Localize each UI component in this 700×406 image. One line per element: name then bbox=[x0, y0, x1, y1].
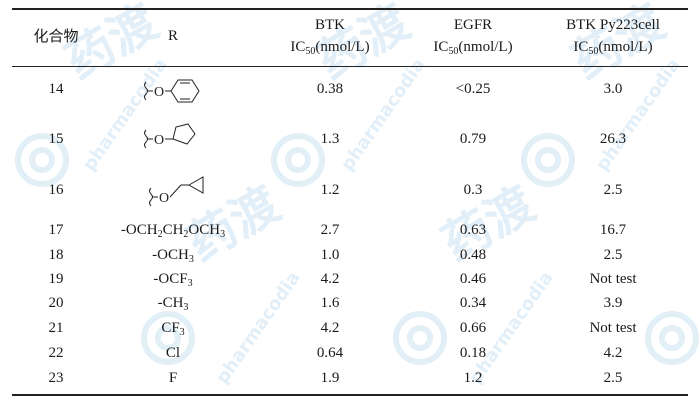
compound-id: 20 bbox=[48, 295, 64, 311]
egfr-value: 0.79 bbox=[459, 131, 487, 147]
btk-value: 1.3 bbox=[320, 131, 340, 147]
r-group: Cl bbox=[165, 345, 181, 361]
cell-value: 3.0 bbox=[603, 81, 623, 97]
r-group: -CH3 bbox=[157, 295, 189, 313]
egfr-value: 0.34 bbox=[459, 295, 487, 311]
compound-id: 22 bbox=[48, 345, 64, 361]
header-egfr: EGFR bbox=[453, 17, 493, 33]
compound-id: 16 bbox=[48, 182, 64, 198]
egfr-value: 0.18 bbox=[459, 345, 487, 361]
r-group: CF3 bbox=[161, 320, 185, 338]
header-btk-unit: IC50(nmol/L) bbox=[290, 39, 370, 57]
watermark-text: pharmacodia bbox=[212, 268, 305, 388]
btk-value: 1.0 bbox=[320, 247, 340, 263]
egfr-value: 0.3 bbox=[463, 182, 483, 198]
table-bottom-rule bbox=[12, 394, 688, 396]
btk-value: 1.6 bbox=[320, 295, 340, 311]
btk-value: 0.64 bbox=[316, 345, 344, 361]
btk-value: 1.2 bbox=[320, 182, 340, 198]
svg-text:O: O bbox=[159, 191, 169, 206]
compound-id: 14 bbox=[48, 81, 64, 97]
r-group: -OCH3 bbox=[152, 247, 194, 265]
compound-id: 21 bbox=[48, 320, 64, 336]
phenoxy-structure-icon: O bbox=[144, 79, 200, 103]
egfr-value: 0.46 bbox=[459, 271, 487, 287]
header-egfr-unit: IC50(nmol/L) bbox=[433, 39, 513, 57]
table-top-rule bbox=[12, 8, 688, 10]
btk-value: 2.7 bbox=[320, 222, 340, 238]
cell-value: 3.9 bbox=[603, 295, 623, 311]
btk-value: 0.38 bbox=[316, 81, 344, 97]
header-btk-cell: BTK Py223cell bbox=[566, 17, 660, 33]
btk-value: 1.9 bbox=[320, 370, 340, 386]
egfr-value: 0.48 bbox=[459, 247, 487, 263]
cell-value: 4.2 bbox=[603, 345, 623, 361]
cyclopropylmethoxy-structure-icon: O bbox=[149, 176, 204, 207]
watermark-text: pharmacodia bbox=[592, 55, 685, 175]
r-group: -OCH2CH2OCH3 bbox=[120, 222, 226, 240]
r-group: -OCF3 bbox=[153, 271, 193, 289]
header-btk-cell-unit: IC50(nmol/L) bbox=[573, 39, 653, 57]
compound-id: 15 bbox=[48, 131, 64, 147]
compound-id: 17 bbox=[48, 222, 64, 238]
btk-value: 4.2 bbox=[320, 320, 340, 336]
r-group: F bbox=[168, 370, 178, 386]
cell-value: Not test bbox=[589, 271, 637, 287]
cell-value: 26.3 bbox=[599, 131, 627, 147]
header-compound: 化合物 bbox=[33, 27, 79, 45]
cell-value: Not test bbox=[589, 320, 637, 336]
compound-id: 23 bbox=[48, 370, 64, 386]
watermark-char: 药渡 bbox=[433, 176, 544, 273]
egfr-value: 1.2 bbox=[463, 370, 483, 386]
table-header-rule bbox=[12, 66, 688, 67]
header-btk: BTK bbox=[315, 17, 345, 33]
btk-value: 4.2 bbox=[320, 271, 340, 287]
egfr-value: 0.63 bbox=[459, 222, 487, 238]
cell-value: 2.5 bbox=[603, 182, 623, 198]
cell-value: 2.5 bbox=[603, 370, 623, 386]
tetrahydrofuranyloxy-structure-icon: O bbox=[144, 123, 196, 149]
svg-text:O: O bbox=[154, 133, 164, 148]
watermark-text: pharmacodia bbox=[79, 55, 172, 175]
egfr-value: <0.25 bbox=[455, 81, 491, 97]
egfr-value: 0.66 bbox=[459, 320, 487, 336]
header-r: R bbox=[167, 28, 179, 44]
cell-value: 16.7 bbox=[599, 222, 627, 238]
cell-value: 2.5 bbox=[603, 247, 623, 263]
svg-text:O: O bbox=[154, 85, 164, 100]
compound-id: 19 bbox=[48, 271, 64, 287]
watermark-text: pharmacodia bbox=[337, 55, 430, 175]
compound-id: 18 bbox=[48, 247, 64, 263]
